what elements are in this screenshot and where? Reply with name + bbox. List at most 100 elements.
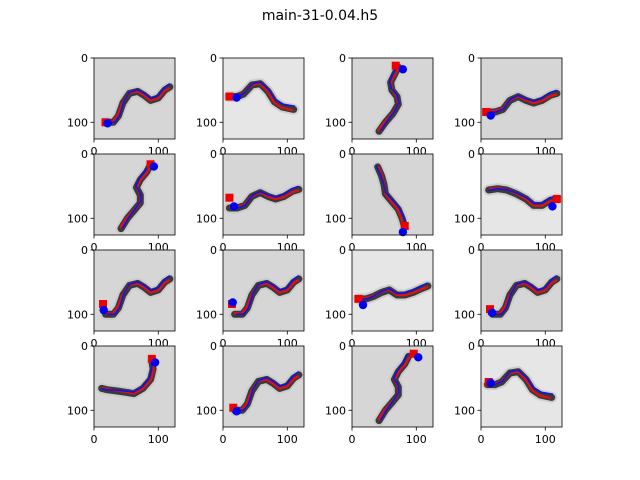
x-tick-label: 0 — [220, 433, 227, 446]
x-tick-label: 100 — [148, 433, 169, 446]
y-tick-label: 0 — [339, 244, 346, 257]
end-marker — [228, 298, 237, 307]
skeleton-trace-blue — [101, 358, 153, 393]
x-tick-label: 100 — [535, 433, 556, 446]
subplot-16: 0 100 0 100 — [454, 340, 563, 446]
x-tick-label: 0 — [349, 433, 356, 446]
x-tick-label: 0 — [349, 337, 356, 350]
end-marker — [486, 378, 495, 388]
x-tick-label: 100 — [406, 433, 427, 446]
skeleton-trace-blue — [230, 185, 299, 210]
end-marker — [229, 202, 239, 211]
y-tick-label: 0 — [339, 148, 346, 161]
subplot-frame — [480, 57, 563, 140]
start-marker — [147, 354, 156, 363]
skeleton-trace-blue — [488, 187, 557, 205]
subplot-frame — [351, 57, 434, 140]
skeleton-trace-blue — [494, 275, 558, 316]
skeleton-trace-blue — [488, 369, 554, 395]
y-tick-label: 0 — [210, 340, 217, 353]
subplot-frame — [351, 345, 434, 428]
skeleton-trace-red — [233, 374, 300, 411]
subplot-frame — [93, 249, 176, 332]
y-tick-label: 100 — [196, 116, 217, 129]
subplot-frame — [222, 249, 305, 332]
start-marker — [400, 222, 409, 230]
y-tick-label: 100 — [325, 404, 346, 417]
end-marker — [487, 308, 497, 317]
y-tick-label: 100 — [196, 404, 217, 417]
skeleton-trace-blue — [122, 161, 150, 229]
y-tick-label: 0 — [468, 244, 475, 257]
y-tick-label: 100 — [454, 404, 475, 417]
end-marker — [103, 119, 112, 128]
start-marker — [552, 195, 561, 203]
x-tick-label: 0 — [220, 337, 227, 350]
y-tick-label: 0 — [81, 52, 88, 65]
subplot-frame — [93, 57, 176, 140]
skeleton-trace-blue — [236, 275, 300, 316]
skeleton-trace-blue — [375, 165, 408, 226]
start-marker — [229, 403, 238, 412]
skeleton-trace-blue — [380, 353, 408, 421]
skeleton-trace-red — [233, 278, 300, 315]
subplot-frame — [93, 153, 176, 236]
subplot-14: 0 100 0 100 — [196, 340, 305, 446]
y-tick-label: 0 — [210, 148, 217, 161]
x-tick-label: 0 — [91, 337, 98, 350]
x-tick-label: 0 — [91, 241, 98, 254]
skeleton-trace-red — [229, 189, 300, 209]
subplot-frame — [222, 153, 305, 236]
y-tick-label: 0 — [81, 340, 88, 353]
skeleton-trace-blue — [358, 282, 428, 301]
x-tick-label: 100 — [277, 433, 298, 446]
subplot-frame — [93, 345, 176, 428]
y-tick-label: 100 — [67, 308, 88, 321]
skeleton-trace-red — [487, 93, 558, 113]
start-marker — [99, 300, 107, 308]
y-tick-label: 100 — [454, 308, 475, 321]
y-tick-label: 0 — [81, 244, 88, 257]
end-marker — [232, 93, 241, 102]
skeleton-trace-red — [377, 166, 405, 229]
y-tick-label: 0 — [468, 52, 475, 65]
end-marker — [232, 407, 241, 416]
start-marker — [482, 108, 491, 116]
end-marker — [486, 111, 495, 120]
y-tick-label: 0 — [210, 52, 217, 65]
y-tick-label: 100 — [454, 212, 475, 225]
skeleton-trace-red — [104, 278, 171, 315]
subplot-frame — [222, 345, 305, 428]
y-tick-label: 0 — [81, 148, 88, 161]
skeleton-trace-red — [104, 86, 171, 123]
y-tick-label: 100 — [67, 116, 88, 129]
start-marker — [391, 61, 400, 70]
x-tick-label: 0 — [478, 433, 485, 446]
x-tick-label: 0 — [220, 241, 227, 254]
y-tick-label: 100 — [454, 116, 475, 129]
y-tick-label: 100 — [67, 404, 88, 417]
x-tick-label: 0 — [220, 145, 227, 158]
y-tick-label: 0 — [339, 52, 346, 65]
subplot-frame — [480, 249, 563, 332]
subplot-frame — [480, 345, 563, 428]
end-marker — [150, 358, 160, 367]
subplot-15: 0 100 0 100 — [325, 340, 434, 446]
start-marker — [354, 294, 363, 303]
y-tick-label: 100 — [196, 212, 217, 225]
skeleton-trace-blue — [236, 371, 300, 412]
x-tick-label: 0 — [478, 145, 485, 158]
end-marker — [398, 227, 408, 237]
